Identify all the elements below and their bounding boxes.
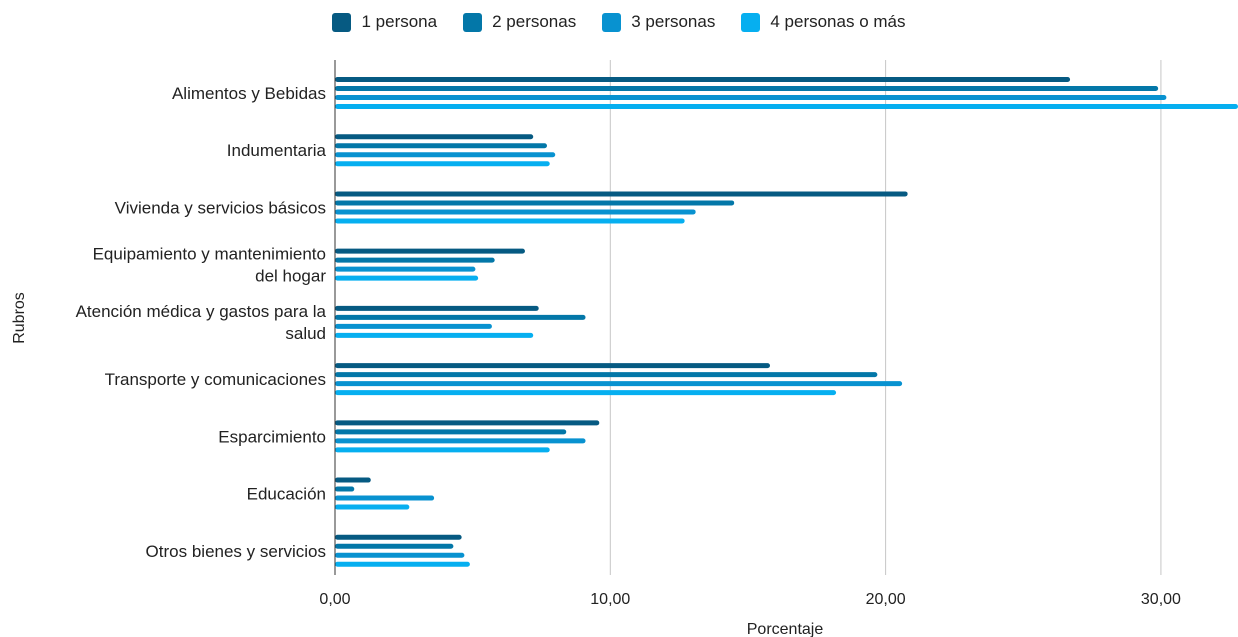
legend-item: 2 personas — [463, 12, 576, 32]
legend-swatch — [741, 12, 761, 32]
bar-2-4: 2 personas: 5.8 — [335, 257, 495, 263]
category-label: Transporte y comunicaciones — [105, 370, 326, 389]
legend-label: 3 personas — [631, 12, 716, 31]
category-label: Atención médica y gastos para la — [76, 302, 327, 321]
x-tick-label: 10,00 — [590, 591, 630, 608]
bar-3-9: 3 personas: 4.7 — [335, 552, 465, 558]
legend-item: 3 personas — [602, 12, 715, 32]
bar-3-2: 3 personas: 8 — [335, 152, 556, 158]
bar-4-7: 4 personas o más: 7.8 — [335, 447, 550, 453]
category-label: Indumentaria — [227, 141, 327, 160]
category-label: salud — [285, 324, 326, 343]
bar-2-3: 2 personas: 14.5 — [335, 200, 735, 206]
chart-legend: 1 persona 2 personas 3 personas 4 personas … — [0, 12, 1238, 32]
bar-2-1: 2 personas: 29.9 — [335, 86, 1159, 91]
legend-label: 1 persona — [361, 12, 438, 31]
bar-4-2: 4 personas o más: 7.8 — [335, 161, 550, 167]
legend-swatch — [463, 12, 483, 32]
category-label: Educación — [247, 485, 326, 504]
bar-4-3: 4 personas o más: 12.7 — [335, 218, 685, 224]
bar-1-2: 1 persona: 7.2 — [335, 134, 534, 140]
category-label: Esparcimiento — [218, 427, 326, 446]
bar-2-9: 2 personas: 4.3 — [335, 543, 454, 549]
bar-1-1: 1 persona: 26.7 — [335, 77, 1071, 82]
bar-2-6: 2 personas: 19.7 — [335, 372, 878, 378]
x-tick-label: 0,00 — [319, 591, 350, 608]
legend-item: 1 persona — [332, 12, 437, 32]
bar-2-2: 2 personas: 7.7 — [335, 143, 547, 149]
category-label: Equipamiento y mantenimiento — [93, 245, 326, 264]
bar-1-9: 1 persona: 4.6 — [335, 534, 462, 540]
bar-3-1: 3 personas: 30.2 — [335, 95, 1167, 100]
category-label: del hogar — [255, 267, 326, 286]
bar-3-7: 3 personas: 9.1 — [335, 438, 586, 444]
legend-item: 4 personas o más — [741, 12, 906, 32]
x-tick-label: 20,00 — [866, 591, 906, 608]
bar-1-6: 1 persona: 15.8 — [335, 363, 770, 369]
legend-label: 2 personas — [492, 12, 577, 31]
bar-4-4: 4 personas o más: 5.2 — [335, 275, 479, 281]
bar-1-5: 1 persona: 7.4 — [335, 305, 539, 311]
bar-4-9: 4 personas o más: 4.9 — [335, 561, 470, 567]
category-label: Alimentos y Bebidas — [172, 84, 326, 103]
y-axis-title: Rubros — [11, 292, 28, 344]
bar-2-8: 2 personas: 0.7 — [335, 486, 355, 492]
category-label: Otros bienes y servicios — [146, 542, 326, 561]
bar-3-6: 3 personas: 20.6 — [335, 381, 903, 387]
bar-4-8: 4 personas o más: 2.7 — [335, 504, 410, 510]
bar-2-5: 2 personas: 9.1 — [335, 314, 586, 320]
bar-3-5: 3 personas: 5.7 — [335, 323, 492, 329]
legend-label: 4 personas o más — [770, 12, 906, 31]
bar-1-4: 1 persona: 6.9 — [335, 248, 525, 254]
category-label: Vivienda y servicios básicos — [115, 198, 326, 217]
legend-swatch — [332, 12, 352, 32]
legend-swatch — [602, 12, 622, 32]
bar-1-7: 1 persona: 9.6 — [335, 420, 600, 426]
bar-4-1: 4 personas o más: 33.5 — [335, 104, 1238, 109]
bar-4-6: 4 personas o más: 18.2 — [335, 390, 837, 396]
x-tick-label: 30,00 — [1141, 591, 1181, 608]
x-axis-title: Porcentaje — [747, 621, 824, 637]
bar-2-7: 2 personas: 8.4 — [335, 429, 567, 435]
bar-3-8: 3 personas: 3.6 — [335, 495, 435, 501]
bar-4-5: 4 personas o más: 7.2 — [335, 332, 534, 338]
bar-1-3: 1 persona: 20.8 — [335, 191, 908, 197]
bar-3-4: 3 personas: 5.1 — [335, 266, 476, 272]
bar-1-8: 1 persona: 1.3 — [335, 477, 371, 483]
bar-3-3: 3 personas: 13.1 — [335, 209, 696, 215]
